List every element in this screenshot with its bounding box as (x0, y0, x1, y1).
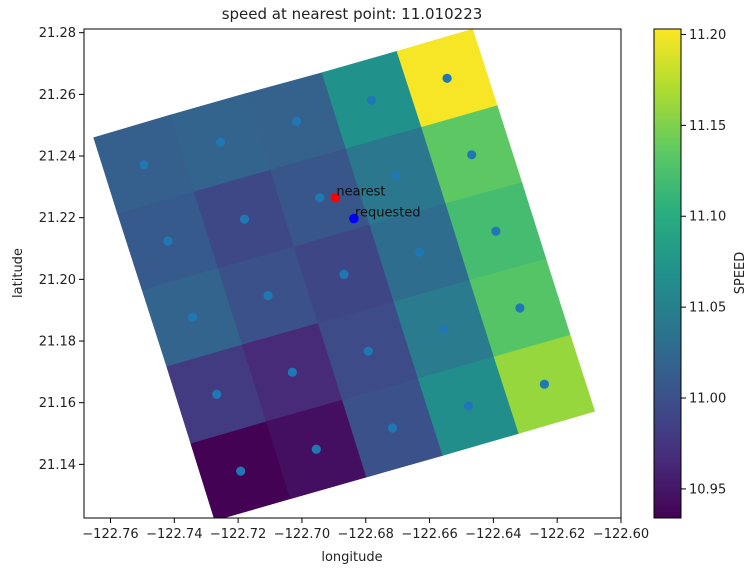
cell-center-point (463, 401, 474, 411)
x-tick-label: −122.64 (465, 527, 521, 542)
x-tick-label: −122.74 (146, 527, 202, 542)
cell-center-point (415, 247, 425, 257)
cell-center-point (287, 367, 297, 377)
colorbar-tick-label: 11.05 (689, 301, 726, 316)
cell-center-point (311, 444, 321, 454)
colorbar-tick-label: 11.15 (689, 119, 726, 134)
cell-center-point (391, 171, 401, 181)
cell-center-point (439, 324, 449, 334)
cell-center-point (442, 73, 452, 83)
cell-center-point (315, 193, 325, 203)
colorbar-tick-label: 11.00 (689, 392, 726, 407)
x-axis-ticks: −122.76 −122.74 −122.72 −122.70 −122.68 −122.… (82, 518, 649, 542)
x-tick-label: −122.72 (210, 527, 266, 542)
chart-title: speed at nearest point: 11.010223 (222, 5, 483, 23)
cell-center-point (236, 466, 246, 476)
colorbar: 10.95 11.00 11.05 11.10 11.15 11.20 SPEED (653, 28, 748, 519)
x-axis-title: longitude (321, 550, 382, 565)
x-tick-label: −122.76 (82, 527, 138, 542)
cell-center-point (363, 346, 373, 356)
cell-center-markers (139, 73, 550, 476)
y-axis-title: latitude (11, 248, 26, 298)
cell-center-point (239, 214, 250, 224)
cell-center-point (163, 236, 173, 246)
cell-center-point (263, 291, 273, 301)
cell-center-point (339, 269, 349, 279)
colorbar-tick-label: 11.20 (689, 28, 726, 43)
cell-center-point (216, 137, 226, 147)
colorbar-tick-label: 10.95 (689, 482, 726, 497)
y-axis-ticks: 21.14 21.16 21.18 21.20 21.22 21.24 21.26 21.28 (39, 26, 84, 473)
requested-point (349, 213, 359, 224)
cell-center-point (515, 303, 525, 313)
y-tick-label: 21.24 (39, 150, 76, 165)
colorbar-frame (653, 28, 682, 519)
colorbar-gradient (654, 29, 681, 518)
cell-center-point (291, 116, 302, 126)
colorbar-ticks: 10.95 11.00 11.05 11.10 11.15 11.20 (681, 28, 726, 497)
y-tick-label: 21.16 (39, 396, 76, 411)
cell-center-point (539, 379, 550, 389)
y-tick-label: 21.28 (39, 26, 76, 41)
plot-frame (83, 28, 622, 519)
x-tick-label: −122.62 (529, 527, 585, 542)
nearest-point (330, 192, 341, 203)
y-tick-label: 21.20 (39, 273, 76, 288)
cell-center-point (491, 226, 501, 236)
y-tick-label: 21.22 (39, 211, 76, 226)
cell-center-point (139, 160, 149, 170)
colorbar-tick-label: 11.10 (689, 210, 726, 225)
cell-center-point (467, 150, 477, 160)
cell-center-point (366, 95, 377, 105)
colorbar-label: SPEED (733, 252, 748, 295)
y-tick-label: 21.26 (39, 88, 76, 103)
y-tick-label: 21.18 (39, 335, 76, 350)
requested-annotation: requested (355, 206, 421, 221)
nearest-annotation: nearest (336, 185, 385, 200)
y-tick-label: 21.14 (39, 458, 76, 473)
highlighted-points: nearest requested (330, 185, 421, 224)
cell-center-point (212, 389, 222, 399)
x-tick-label: −122.60 (593, 527, 649, 542)
x-tick-label: −122.68 (338, 527, 394, 542)
cell-center-point (187, 312, 198, 322)
cell-center-point (387, 423, 398, 433)
x-tick-label: −122.66 (401, 527, 457, 542)
x-tick-label: −122.70 (274, 527, 330, 542)
